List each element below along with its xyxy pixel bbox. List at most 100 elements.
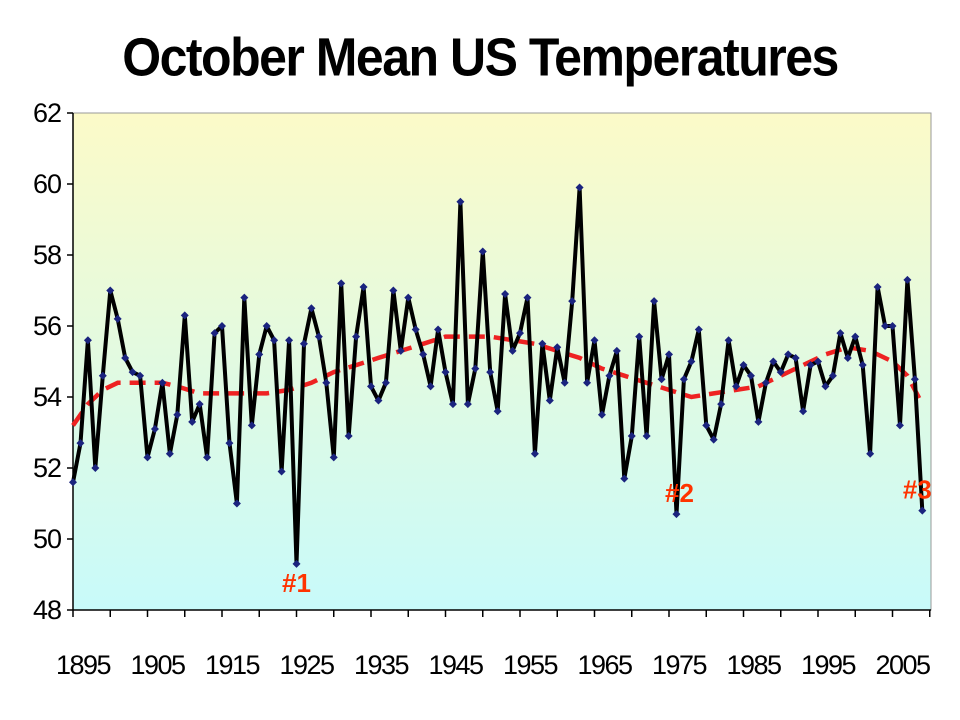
data-point [218, 322, 226, 330]
annotations-group: #1 #2 #3 [282, 475, 932, 598]
data-point [605, 371, 614, 380]
data-point [493, 407, 502, 416]
y-tick-label: 52 [33, 453, 61, 483]
data-point [448, 400, 457, 409]
y-tick-label: 54 [33, 382, 62, 412]
data-point [724, 336, 733, 345]
data-point [627, 432, 636, 441]
data-point [329, 453, 338, 462]
data-point [195, 400, 204, 409]
data-point [702, 421, 711, 430]
x-tick-label: 1945 [428, 650, 483, 680]
data-point [98, 371, 107, 380]
data-point [262, 322, 271, 330]
data-point [806, 361, 815, 370]
data-point [106, 286, 115, 295]
data-point [814, 357, 822, 366]
data-point [836, 329, 845, 338]
data-point [374, 396, 383, 405]
data-point [307, 304, 316, 313]
data-point [776, 368, 785, 377]
data-point [463, 400, 472, 409]
data-point [895, 421, 904, 430]
data-point [620, 474, 629, 483]
data-point [501, 290, 510, 299]
data-point [299, 339, 308, 348]
data-point [687, 357, 696, 366]
data-point [873, 282, 882, 291]
chart-title: October Mean US Temperatures [122, 26, 839, 88]
x-tick-label: 2005 [875, 650, 930, 680]
data-point [210, 329, 219, 338]
data-point [739, 361, 748, 370]
data-point [285, 336, 294, 345]
y-tick-label: 56 [33, 311, 61, 341]
data-point [903, 275, 912, 284]
data-point [799, 407, 808, 416]
data-point [389, 286, 398, 295]
data-point [478, 247, 487, 256]
data-point [232, 499, 241, 508]
data-point [69, 478, 77, 487]
data-point [121, 353, 130, 362]
y-tick-label: 60 [33, 169, 61, 199]
data-point [538, 339, 547, 348]
data-point [657, 375, 666, 384]
data-point [471, 364, 480, 373]
data-point [717, 400, 726, 409]
data-point [761, 378, 770, 387]
data-point [910, 375, 919, 384]
data-point [91, 464, 100, 472]
data-point [173, 410, 182, 419]
data-point [367, 382, 375, 391]
data-point [314, 332, 323, 341]
data-point [456, 197, 465, 206]
data-point [821, 382, 830, 391]
data-point [203, 453, 212, 462]
data-point [828, 371, 837, 380]
data-point [590, 336, 599, 345]
data-point [180, 311, 189, 320]
data-point [650, 297, 659, 306]
data-point [530, 449, 539, 458]
y-tick-label: 62 [33, 98, 61, 128]
data-point [150, 424, 159, 433]
series-group [69, 183, 927, 568]
data-point [128, 368, 137, 377]
data-point [851, 332, 860, 341]
data-point [143, 453, 152, 462]
y-tick-label: 48 [33, 595, 61, 625]
data-point [568, 297, 577, 306]
data-point [918, 506, 927, 515]
x-tick-label: 1935 [354, 650, 409, 680]
data-point [508, 346, 517, 355]
data-point [732, 382, 741, 391]
data-point [881, 322, 890, 330]
data-point [396, 346, 405, 355]
axes: 48 50 52 54 56 58 60 62 1895 1905 1915 1925 1935 1945… [33, 98, 932, 680]
data-point [769, 357, 778, 366]
data-point [784, 350, 793, 359]
data-point [791, 353, 800, 362]
data-point [754, 417, 763, 426]
data-point [322, 378, 331, 387]
x-tick-label: 1895 [56, 650, 111, 680]
x-tick-label: 1905 [130, 650, 185, 680]
data-point [411, 325, 420, 334]
data-point [76, 439, 85, 448]
data-point [240, 293, 249, 302]
data-point [583, 378, 592, 387]
annotation-label: #3 [903, 475, 932, 505]
data-point [560, 378, 569, 387]
data-point [545, 396, 554, 405]
data-point [635, 332, 644, 341]
data-point [486, 368, 495, 377]
data-point [612, 346, 621, 355]
data-point [709, 435, 718, 444]
data-point [672, 510, 681, 519]
data-point [866, 449, 875, 458]
data-point [83, 336, 92, 345]
data-point [523, 293, 532, 302]
data-point [292, 559, 301, 568]
data-point [337, 279, 346, 288]
